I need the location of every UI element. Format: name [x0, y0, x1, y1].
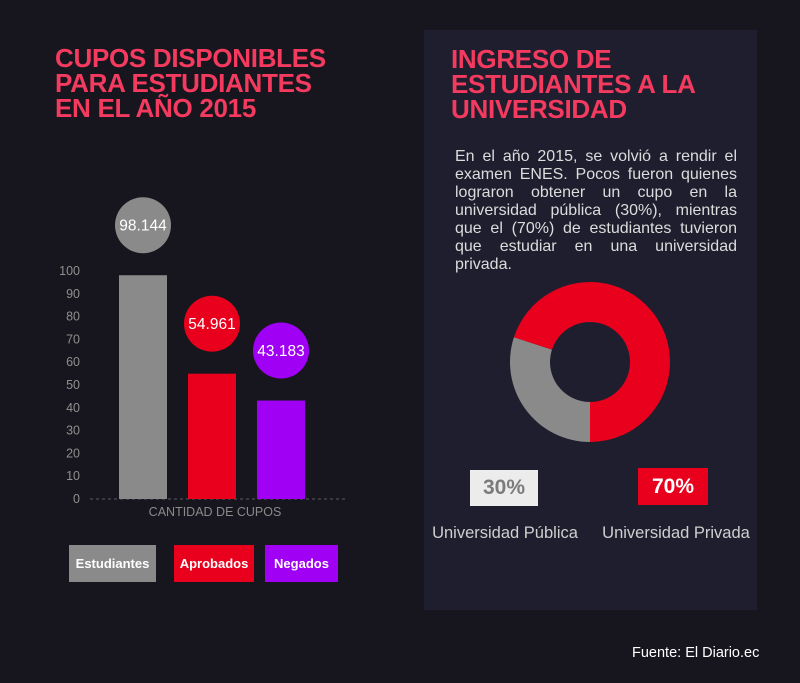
y-tick-label: 50 — [66, 378, 80, 392]
value-bubble-estudiantes — [115, 197, 171, 254]
value-label-universidad-publica: 30% — [470, 470, 538, 506]
value-bubble-aprobados — [184, 295, 240, 352]
y-tick-label: 10 — [66, 469, 80, 483]
bar-negados — [257, 400, 305, 499]
description-line: que el (70%) de estudiantes tuvieron — [455, 220, 737, 237]
title-line: CUPOS DISPONIBLES — [55, 43, 326, 73]
y-tick-label: 90 — [66, 287, 80, 301]
x-axis-label: CANTIDAD DE CUPOS — [149, 505, 282, 519]
value-label-universidad-privada: 70% — [638, 468, 708, 505]
title-line: PARA ESTUDIANTES — [55, 68, 312, 98]
description-paragraph: En el año 2015, se volvió a rendir el ex… — [455, 148, 737, 274]
legend-item-negados: Negados — [265, 545, 338, 582]
description-line: que estudiar en una universidad — [455, 238, 737, 255]
bar-chart-title: CUPOS DISPONIBLES PARA ESTUDIANTES EN EL… — [55, 43, 326, 123]
y-tick-label: 0 — [73, 492, 80, 506]
donut-slice-universidad-publica — [510, 337, 590, 442]
value-bubble-negados — [253, 322, 309, 379]
description-line: privada. — [455, 256, 512, 273]
y-tick-label: 20 — [66, 446, 80, 460]
title-line: ESTUDIANTES A LA — [451, 69, 696, 99]
data-label-aprobados: 54.961 — [188, 316, 235, 333]
y-tick-label: 80 — [66, 310, 80, 324]
slice-label-universidad-privada: Universidad Privada — [602, 524, 750, 542]
donut-chart — [510, 282, 670, 442]
university-admission-panel: INGRESO DE ESTUDIANTES A LA UNIVERSIDAD … — [424, 30, 757, 610]
slice-label-universidad-publica: Universidad Pública — [432, 524, 578, 542]
title-line: INGRESO DE — [451, 44, 612, 74]
bar-chart: CANTIDAD DE CUPOS 0 10 20 30 40 50 60 70 80 90 100… — [59, 197, 345, 519]
y-tick-label: 70 — [66, 332, 80, 346]
y-tick-label: 100 — [59, 264, 80, 278]
data-label-negados: 43.183 — [257, 343, 304, 360]
description-line: universidad pública (30%), mientras — [455, 202, 737, 219]
bar-aprobados — [188, 373, 236, 499]
description-line: examen ENES. Pocos fueron quienes — [455, 166, 737, 183]
legend-item-estudiantes: Estudiantes — [69, 545, 156, 582]
legend-item-aprobados: Aprobados — [174, 545, 254, 582]
y-tick-label: 30 — [66, 424, 80, 438]
source-credit: Fuente: El Diario.ec — [632, 645, 760, 661]
y-tick-label: 60 — [66, 355, 80, 369]
donut-slice-universidad-privada — [513, 282, 670, 442]
description-line: lograron obtener un cupo en la — [455, 184, 737, 201]
title-line: UNIVERSIDAD — [451, 94, 627, 124]
data-label-estudiantes: 98.144 — [119, 218, 167, 235]
bar-estudiantes — [119, 275, 167, 499]
title-line: EN EL AÑO 2015 — [55, 93, 256, 123]
description-line: En el año 2015, se volvió a rendir el — [455, 148, 737, 165]
y-tick-label: 40 — [66, 401, 80, 415]
donut-chart-title: INGRESO DE ESTUDIANTES A LA UNIVERSIDAD — [451, 44, 696, 124]
